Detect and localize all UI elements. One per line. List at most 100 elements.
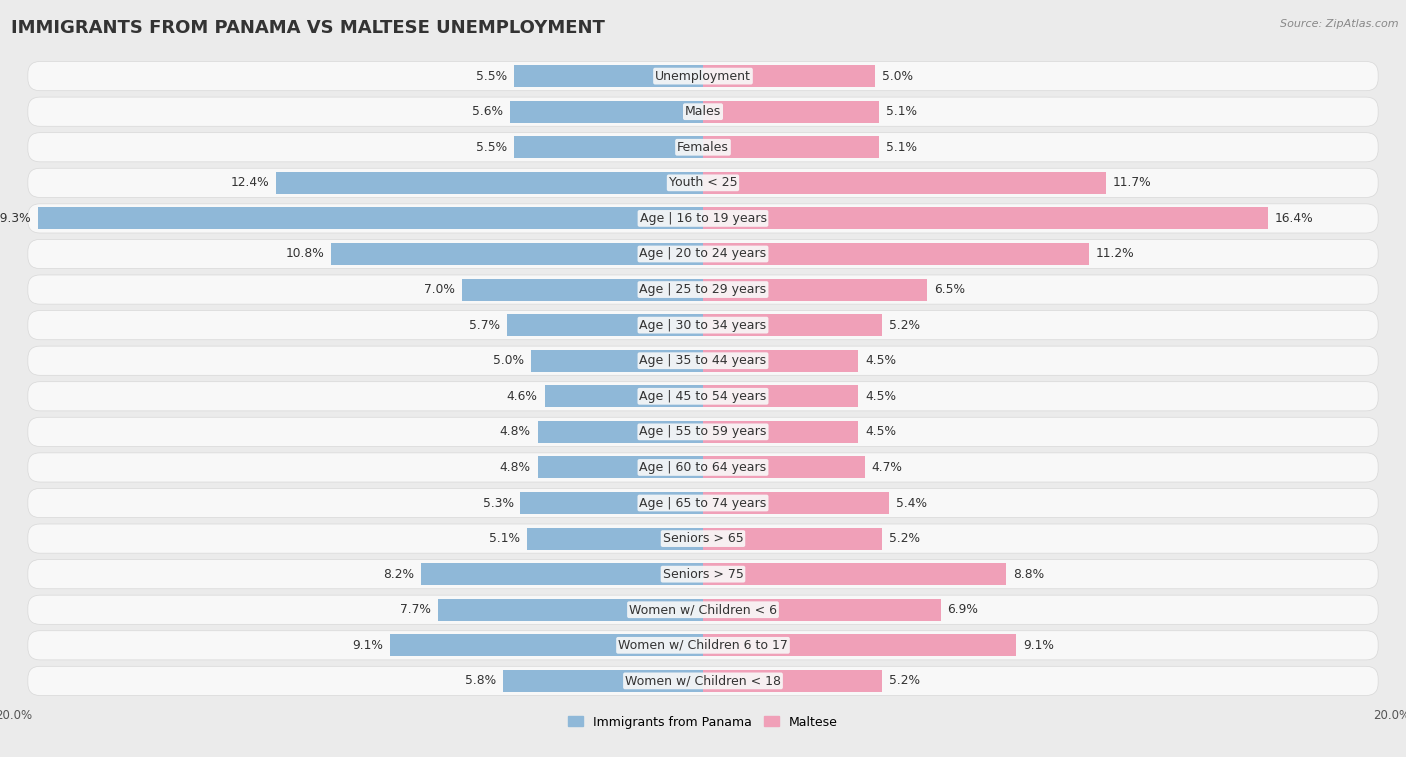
Text: 5.7%: 5.7% bbox=[468, 319, 499, 332]
FancyBboxPatch shape bbox=[28, 97, 1378, 126]
Text: Age | 30 to 34 years: Age | 30 to 34 years bbox=[640, 319, 766, 332]
Text: 4.5%: 4.5% bbox=[865, 425, 896, 438]
Bar bbox=[38, 207, 703, 229]
Text: 5.6%: 5.6% bbox=[472, 105, 503, 118]
Text: 5.5%: 5.5% bbox=[475, 70, 506, 83]
Text: 16.4%: 16.4% bbox=[1275, 212, 1313, 225]
Text: Unemployment: Unemployment bbox=[655, 70, 751, 83]
FancyBboxPatch shape bbox=[28, 346, 1378, 375]
Text: Age | 60 to 64 years: Age | 60 to 64 years bbox=[640, 461, 766, 474]
Text: 5.0%: 5.0% bbox=[882, 70, 912, 83]
Bar bbox=[703, 385, 858, 407]
Text: Age | 16 to 19 years: Age | 16 to 19 years bbox=[640, 212, 766, 225]
Text: Age | 45 to 54 years: Age | 45 to 54 years bbox=[640, 390, 766, 403]
Text: 5.2%: 5.2% bbox=[889, 319, 920, 332]
Text: Age | 25 to 29 years: Age | 25 to 29 years bbox=[640, 283, 766, 296]
Bar bbox=[703, 563, 1007, 585]
Text: 4.7%: 4.7% bbox=[872, 461, 903, 474]
Text: 5.8%: 5.8% bbox=[465, 674, 496, 687]
FancyBboxPatch shape bbox=[28, 204, 1378, 233]
Text: 5.4%: 5.4% bbox=[896, 497, 927, 509]
Bar bbox=[703, 350, 858, 372]
Bar bbox=[510, 101, 703, 123]
Text: 7.0%: 7.0% bbox=[425, 283, 456, 296]
FancyBboxPatch shape bbox=[28, 417, 1378, 447]
Text: Women w/ Children < 6: Women w/ Children < 6 bbox=[628, 603, 778, 616]
Bar bbox=[420, 563, 703, 585]
Bar bbox=[389, 634, 703, 656]
Bar bbox=[703, 243, 1088, 265]
Bar bbox=[437, 599, 703, 621]
FancyBboxPatch shape bbox=[28, 559, 1378, 589]
Bar bbox=[544, 385, 703, 407]
Bar bbox=[503, 670, 703, 692]
Text: 9.1%: 9.1% bbox=[352, 639, 382, 652]
FancyBboxPatch shape bbox=[28, 168, 1378, 198]
Bar bbox=[276, 172, 703, 194]
Text: Women w/ Children 6 to 17: Women w/ Children 6 to 17 bbox=[619, 639, 787, 652]
Text: Age | 55 to 59 years: Age | 55 to 59 years bbox=[640, 425, 766, 438]
Text: 6.9%: 6.9% bbox=[948, 603, 979, 616]
Bar bbox=[703, 421, 858, 443]
Bar bbox=[703, 136, 879, 158]
FancyBboxPatch shape bbox=[28, 453, 1378, 482]
Bar bbox=[703, 101, 879, 123]
Text: Seniors > 75: Seniors > 75 bbox=[662, 568, 744, 581]
FancyBboxPatch shape bbox=[28, 595, 1378, 625]
Text: 4.5%: 4.5% bbox=[865, 390, 896, 403]
Text: 5.2%: 5.2% bbox=[889, 532, 920, 545]
Bar bbox=[703, 65, 875, 87]
Text: Age | 65 to 74 years: Age | 65 to 74 years bbox=[640, 497, 766, 509]
FancyBboxPatch shape bbox=[28, 275, 1378, 304]
Bar bbox=[513, 65, 703, 87]
Bar bbox=[461, 279, 703, 301]
Bar bbox=[527, 528, 703, 550]
Text: 4.5%: 4.5% bbox=[865, 354, 896, 367]
Bar bbox=[703, 670, 882, 692]
Text: 5.1%: 5.1% bbox=[886, 141, 917, 154]
Bar bbox=[531, 350, 703, 372]
Bar bbox=[703, 599, 941, 621]
FancyBboxPatch shape bbox=[28, 524, 1378, 553]
Text: 5.5%: 5.5% bbox=[475, 141, 506, 154]
Bar bbox=[537, 421, 703, 443]
FancyBboxPatch shape bbox=[28, 132, 1378, 162]
Bar bbox=[513, 136, 703, 158]
Text: Source: ZipAtlas.com: Source: ZipAtlas.com bbox=[1281, 19, 1399, 29]
Bar bbox=[537, 456, 703, 478]
Bar bbox=[520, 492, 703, 514]
Text: 11.7%: 11.7% bbox=[1114, 176, 1152, 189]
Text: 7.7%: 7.7% bbox=[399, 603, 430, 616]
Text: 4.8%: 4.8% bbox=[499, 425, 531, 438]
Text: 5.0%: 5.0% bbox=[494, 354, 524, 367]
Bar bbox=[703, 634, 1017, 656]
Text: Males: Males bbox=[685, 105, 721, 118]
FancyBboxPatch shape bbox=[28, 61, 1378, 91]
Bar bbox=[703, 492, 889, 514]
FancyBboxPatch shape bbox=[28, 239, 1378, 269]
Text: Females: Females bbox=[678, 141, 728, 154]
Text: Age | 35 to 44 years: Age | 35 to 44 years bbox=[640, 354, 766, 367]
Text: 4.6%: 4.6% bbox=[506, 390, 537, 403]
Text: 5.1%: 5.1% bbox=[489, 532, 520, 545]
Text: 19.3%: 19.3% bbox=[0, 212, 31, 225]
Text: IMMIGRANTS FROM PANAMA VS MALTESE UNEMPLOYMENT: IMMIGRANTS FROM PANAMA VS MALTESE UNEMPL… bbox=[11, 19, 605, 37]
Text: 12.4%: 12.4% bbox=[231, 176, 269, 189]
Bar bbox=[703, 314, 882, 336]
Text: 5.3%: 5.3% bbox=[482, 497, 513, 509]
Bar bbox=[703, 456, 865, 478]
Text: Age | 20 to 24 years: Age | 20 to 24 years bbox=[640, 248, 766, 260]
Bar bbox=[703, 207, 1268, 229]
Text: 5.1%: 5.1% bbox=[886, 105, 917, 118]
Bar bbox=[330, 243, 703, 265]
Text: 9.1%: 9.1% bbox=[1024, 639, 1054, 652]
Text: 4.8%: 4.8% bbox=[499, 461, 531, 474]
FancyBboxPatch shape bbox=[28, 382, 1378, 411]
Text: 8.8%: 8.8% bbox=[1012, 568, 1045, 581]
Legend: Immigrants from Panama, Maltese: Immigrants from Panama, Maltese bbox=[562, 711, 844, 734]
FancyBboxPatch shape bbox=[28, 488, 1378, 518]
Text: 5.2%: 5.2% bbox=[889, 674, 920, 687]
Bar bbox=[703, 172, 1107, 194]
FancyBboxPatch shape bbox=[28, 310, 1378, 340]
Text: 6.5%: 6.5% bbox=[934, 283, 965, 296]
